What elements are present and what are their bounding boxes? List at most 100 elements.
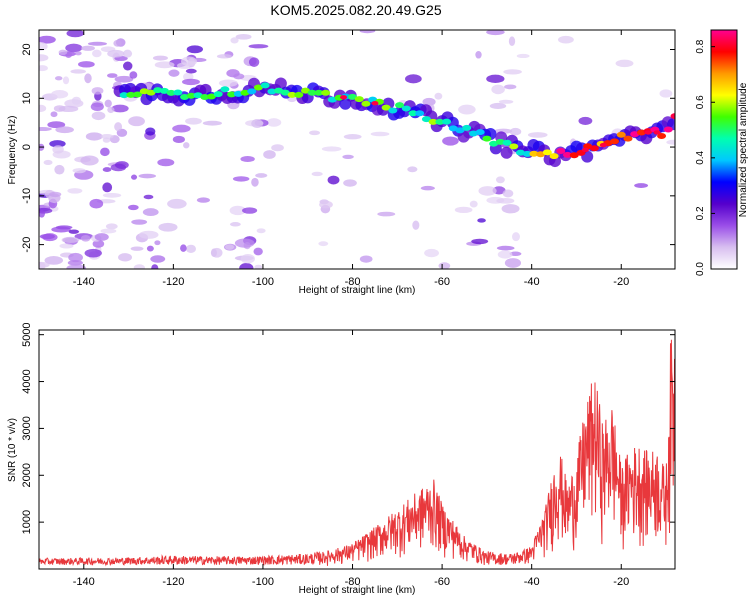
ridge-segment bbox=[133, 91, 143, 98]
snr-y-ticks: 1000 2000 3000 4000 5000 bbox=[21, 322, 675, 534]
noise-blob bbox=[557, 35, 574, 44]
noise-blob bbox=[127, 204, 139, 211]
noise-blob bbox=[61, 236, 80, 244]
noise-blob bbox=[508, 36, 516, 47]
noise-blob bbox=[100, 228, 117, 234]
noise-blob bbox=[59, 243, 74, 249]
noise-blob bbox=[80, 45, 95, 51]
ridge-segment bbox=[381, 104, 391, 111]
ridge-segment bbox=[509, 143, 519, 150]
noise-blob bbox=[39, 104, 47, 112]
noise-blob bbox=[52, 145, 64, 154]
noise-blob bbox=[157, 158, 175, 167]
noise-blob bbox=[509, 251, 522, 257]
spectrogram-y-ticks: 20 10 0 -10 -20 bbox=[21, 43, 675, 253]
ridge-segment bbox=[421, 116, 431, 123]
ridge-segment bbox=[529, 150, 539, 157]
spectrogram-panel: -140 -120 -100 -80 -60 -40 -20 20 10 0 -10 -20 Hei… bbox=[7, 29, 676, 296]
y-tick-label: 10 bbox=[21, 92, 33, 104]
noise-blob bbox=[319, 200, 333, 209]
noise-blob bbox=[271, 144, 284, 152]
noise-blob bbox=[504, 84, 517, 90]
noise-blob bbox=[370, 131, 390, 137]
ridge-peak bbox=[644, 130, 652, 135]
ridge-segment bbox=[173, 89, 183, 96]
noise-blob bbox=[172, 135, 185, 144]
noise-blob bbox=[102, 167, 112, 173]
ridge-segment bbox=[126, 91, 136, 98]
noise-blob bbox=[130, 246, 144, 251]
noise-blob bbox=[68, 229, 80, 234]
noise-blob bbox=[248, 57, 260, 67]
noise-blob bbox=[185, 244, 197, 254]
ridge-halo bbox=[500, 146, 513, 159]
ridge-peak bbox=[371, 100, 379, 106]
ridge-segment bbox=[327, 96, 337, 103]
ridge-segment bbox=[146, 89, 156, 96]
noise-blob bbox=[154, 61, 175, 69]
x-tick-label: -40 bbox=[524, 276, 540, 288]
ridge-segment bbox=[415, 110, 425, 117]
noise-blob bbox=[71, 96, 82, 105]
ridge-peak bbox=[599, 142, 607, 148]
noise-blob bbox=[92, 239, 105, 248]
noise-blob bbox=[65, 43, 83, 53]
noise-blob bbox=[47, 121, 66, 129]
ridge-segment bbox=[186, 92, 196, 99]
noise-blob bbox=[89, 198, 104, 209]
ridge-segment bbox=[153, 87, 163, 94]
noise-blob bbox=[107, 106, 115, 114]
y-tick-label: 2000 bbox=[21, 463, 33, 487]
ridge-segment bbox=[280, 89, 290, 96]
noise-blob bbox=[181, 56, 198, 67]
noise-blob bbox=[229, 222, 241, 227]
ridge-segment bbox=[314, 89, 324, 96]
colorbar-tick-label: 0.8 bbox=[695, 39, 706, 53]
noise-blob bbox=[496, 245, 515, 251]
noise-blob bbox=[442, 136, 459, 146]
noise-blob bbox=[496, 197, 515, 204]
noise-blob bbox=[254, 264, 263, 269]
noise-blob bbox=[84, 248, 102, 258]
ridge-segment bbox=[119, 92, 129, 99]
noise-blob bbox=[39, 261, 50, 268]
noise-blob bbox=[100, 147, 110, 157]
snr-x-ticks: -140 -120 -100 -80 -60 -40 -20 bbox=[73, 330, 629, 588]
ridge-segment bbox=[253, 84, 263, 91]
noise-blob bbox=[131, 174, 138, 180]
x-tick-label: -40 bbox=[524, 576, 540, 588]
noise-blob bbox=[113, 39, 122, 47]
noise-blob bbox=[422, 97, 436, 106]
noise-blob bbox=[240, 155, 255, 163]
y-tick-label: 20 bbox=[21, 43, 33, 55]
noise-blob bbox=[475, 51, 482, 59]
noise-blob bbox=[321, 146, 342, 152]
ridge-segment bbox=[455, 127, 465, 134]
ridge-segment bbox=[489, 140, 499, 147]
noise-blob bbox=[92, 49, 102, 58]
noise-blob bbox=[471, 238, 489, 245]
noise-blob bbox=[253, 247, 263, 256]
noise-blob bbox=[342, 154, 354, 160]
noise-blob bbox=[72, 168, 86, 174]
spectrogram-marks bbox=[39, 30, 675, 269]
noise-blob bbox=[91, 111, 106, 121]
noise-blob bbox=[233, 73, 245, 80]
noise-blob bbox=[255, 173, 268, 178]
x-tick-label: -100 bbox=[252, 576, 274, 588]
noise-blob bbox=[359, 255, 373, 263]
ridge-segment bbox=[287, 91, 297, 98]
spectrogram-frame bbox=[38, 29, 676, 270]
snr-panel: -140 -120 -100 -80 -60 -40 -20 1000 2000 3000 400… bbox=[7, 322, 676, 596]
ridge-segment bbox=[462, 124, 472, 131]
colorbar-scale bbox=[710, 29, 738, 270]
noise-blob bbox=[202, 120, 222, 126]
ridge-segment bbox=[361, 100, 371, 107]
snr-y-label: SNR (10 * v/v) bbox=[7, 418, 18, 482]
noise-blob bbox=[138, 173, 157, 179]
x-tick-label: -120 bbox=[162, 276, 184, 288]
x-tick-label: -20 bbox=[613, 576, 629, 588]
noise-blob bbox=[118, 253, 133, 262]
noise-blob bbox=[230, 37, 239, 44]
